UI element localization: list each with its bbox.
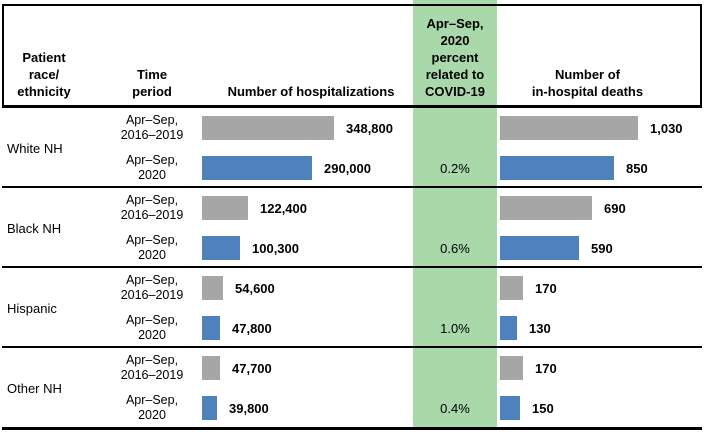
covid-percent-value (413, 108, 497, 148)
group-separator-rule (2, 346, 702, 348)
hospitalizations-value: 348,800 (346, 120, 393, 136)
covid-percent-value: 0.4% (440, 400, 470, 416)
covid-percent-value (413, 268, 497, 308)
race-label: Hispanic (7, 300, 57, 316)
deaths-value: 1,030 (650, 120, 683, 136)
deaths-value: 690 (604, 200, 626, 216)
hospitalizations-value: 47,700 (232, 360, 272, 376)
bottom-rule (2, 427, 702, 430)
time-period-label: Apr–Sep, 2020 (125, 313, 179, 342)
time-period-label: Apr–Sep, 2016–2019 (120, 273, 184, 302)
hospitalizations-value: 54,600 (235, 280, 275, 296)
covid-percent-value: 1.0% (440, 320, 470, 336)
deaths-bar (500, 196, 592, 220)
race-group-white-nh: White NH Apr–Sep, 2016–2019 348,800 1,03… (0, 108, 705, 188)
deaths-bar (500, 236, 579, 260)
deaths-bar (500, 156, 614, 180)
column-header-hospitalizations: Number of hospitalizations (227, 84, 395, 99)
hospitalizations-value: 100,300 (252, 240, 299, 256)
group-separator-rule (2, 266, 702, 268)
deaths-value: 130 (529, 320, 551, 336)
deaths-value: 170 (535, 360, 557, 376)
covid-percent-value (413, 188, 497, 228)
covid-percent-value: 0.6% (440, 240, 470, 256)
deaths-value: 590 (591, 240, 613, 256)
hospitalizations-bar (202, 116, 334, 140)
column-header-covid-percent: Apr–Sep, 2020 percent related to COVID-1… (425, 16, 485, 99)
hospitalizations-bar (202, 236, 240, 260)
time-period-label: Apr–Sep, 2016–2019 (120, 113, 184, 142)
hospitalizations-value: 290,000 (324, 160, 371, 176)
race-group-black-nh: Black NH Apr–Sep, 2016–2019 122,400 690 … (0, 188, 705, 268)
hospitalizations-bar (202, 356, 220, 380)
column-header-race: Patient race/ ethnicity (17, 50, 71, 99)
time-period-label: Apr–Sep, 2016–2019 (120, 193, 184, 222)
hospitalizations-value: 47,800 (232, 320, 272, 336)
covid-percent-value: 0.2% (440, 160, 470, 176)
baseline-row: Apr–Sep, 2016–2019 348,800 1,030 (0, 108, 705, 148)
race-group-other-nh: Other NH Apr–Sep, 2016–2019 47,700 170 A… (0, 348, 705, 428)
column-header-deaths: Number of in-hospital deaths (531, 67, 644, 99)
deaths-value: 170 (535, 280, 557, 296)
column-header-time-period: Time period (132, 67, 172, 99)
race-label: Other NH (7, 380, 62, 396)
time-period-label: Apr–Sep, 2020 (125, 153, 179, 182)
table-header: Patient race/ ethnicity Time period Numb… (0, 4, 705, 107)
deaths-bar (500, 396, 520, 420)
hospitalizations-bar (202, 396, 217, 420)
baseline-row: Apr–Sep, 2016–2019 122,400 690 (0, 188, 705, 228)
header-left-rule (2, 4, 4, 108)
baseline-row: Apr–Sep, 2016–2019 54,600 170 (0, 268, 705, 308)
deaths-value: 150 (532, 400, 554, 416)
hospitalizations-bar (202, 316, 220, 340)
race-label: Black NH (7, 220, 62, 236)
group-separator-rule (2, 186, 702, 188)
race-label: White NH (7, 140, 63, 156)
covid-percent-column-band (413, 0, 497, 429)
deaths-bar (500, 316, 517, 340)
hospitalizations-value: 122,400 (260, 200, 307, 216)
hospitalizations-value: 39,800 (229, 400, 269, 416)
pandemic-row: Apr–Sep, 2020 39,800 0.4% 150 (0, 388, 705, 428)
deaths-bar (500, 116, 638, 140)
top-rule (2, 4, 702, 6)
header-bottom-rule (2, 105, 702, 108)
deaths-bar (500, 356, 523, 380)
baseline-row: Apr–Sep, 2016–2019 47,700 170 (0, 348, 705, 388)
hospitalizations-bar (202, 196, 248, 220)
pandemic-row: Apr–Sep, 2020 100,300 0.6% 590 (0, 228, 705, 268)
pandemic-row: Apr–Sep, 2020 290,000 0.2% 850 (0, 148, 705, 188)
deaths-bar (500, 276, 523, 300)
hospitalizations-bar (202, 156, 312, 180)
pandemic-row: Apr–Sep, 2020 47,800 1.0% 130 (0, 308, 705, 348)
time-period-label: Apr–Sep, 2016–2019 (120, 353, 184, 382)
covid-percent-value (413, 348, 497, 388)
header-right-rule (700, 4, 702, 108)
deaths-value: 850 (626, 160, 648, 176)
hospitalizations-bar (202, 276, 223, 300)
time-period-label: Apr–Sep, 2020 (125, 233, 179, 262)
race-group-hispanic: Hispanic Apr–Sep, 2016–2019 54,600 170 A… (0, 268, 705, 348)
time-period-label: Apr–Sep, 2020 (125, 393, 179, 422)
